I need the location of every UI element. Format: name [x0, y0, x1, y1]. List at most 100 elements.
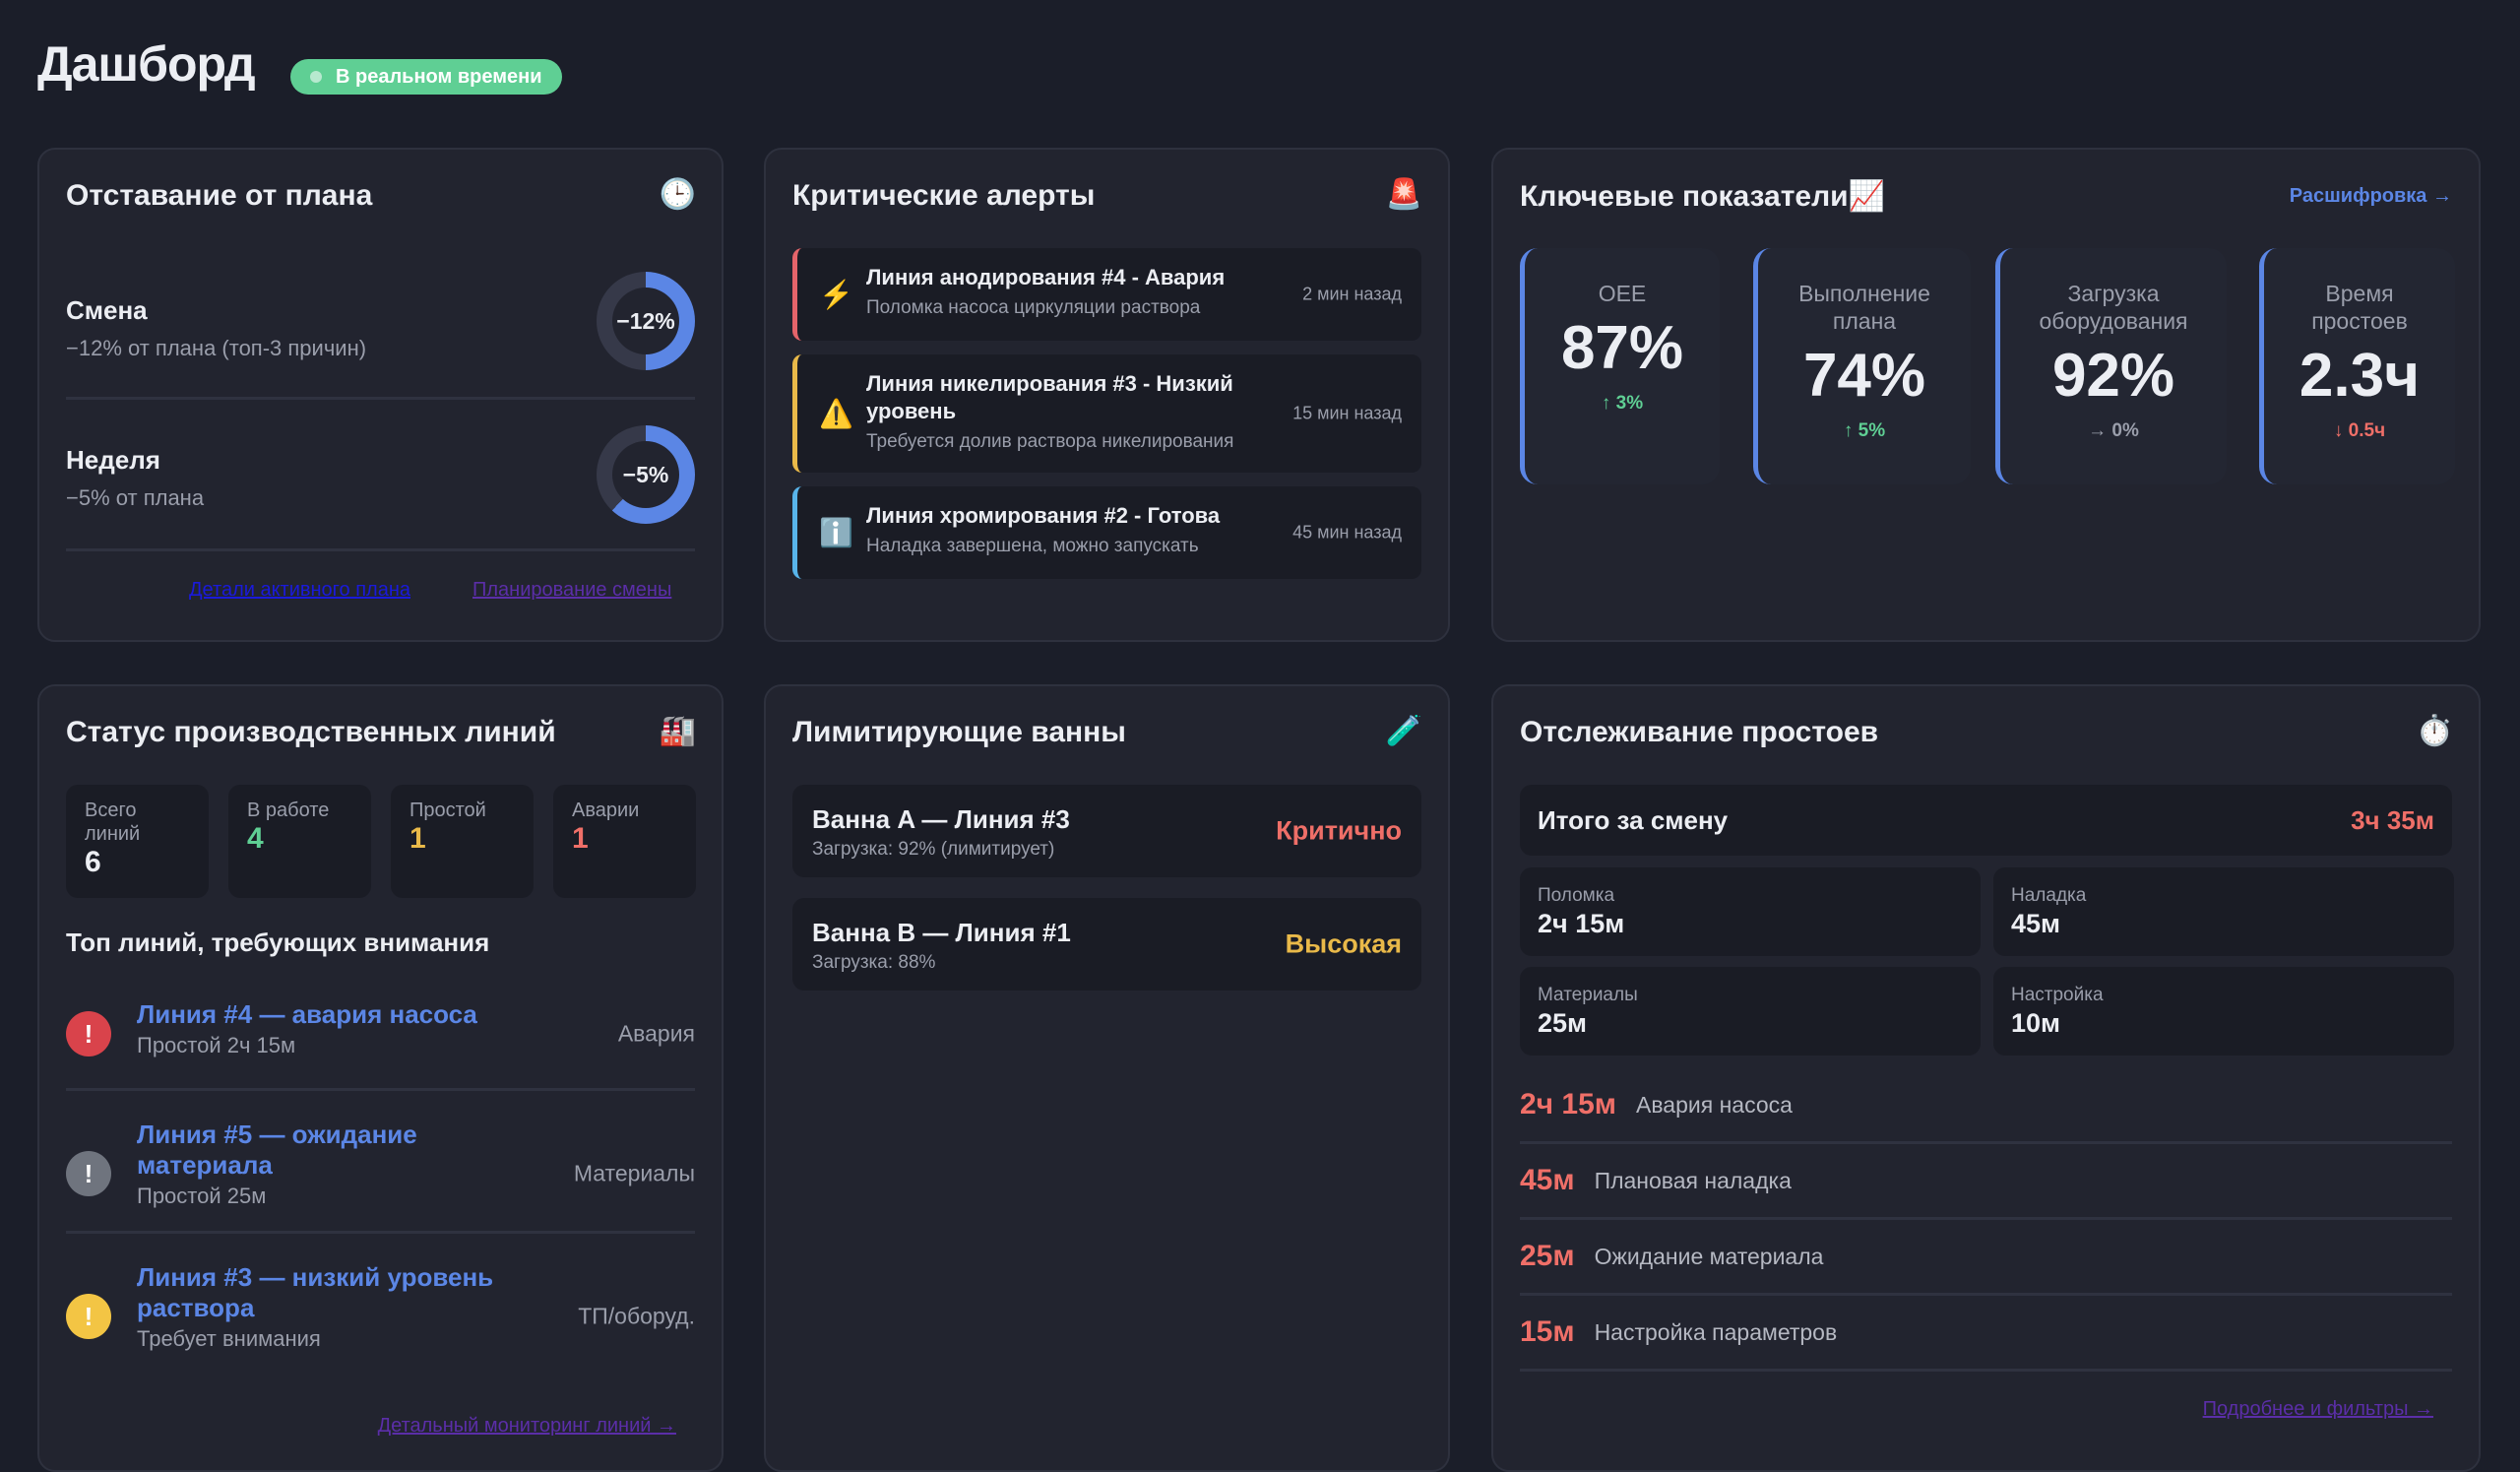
item-sub: Простой 2ч 15м: [137, 1033, 296, 1057]
entry-reason: Авария насоса: [1636, 1091, 1793, 1118]
bath-title: Ванна B — Линия #1: [812, 918, 1071, 947]
siren-icon: 🚨: [1385, 178, 1422, 211]
entry-duration: 2ч 15м: [1520, 1088, 1616, 1120]
attention-item[interactable]: ! Линия #5 — ожидание материала Простой 25…: [66, 1120, 695, 1228]
kpi-delta: ↓ 0.5ч: [2333, 420, 2386, 441]
alert-item[interactable]: ℹ️ Линия хромирования #2 - Готова Наладк…: [792, 486, 1421, 579]
kpi-tile-plan[interactable]: Выполнение плана 74% ↑ 5%: [1753, 248, 1971, 484]
attention-item[interactable]: ! Линия #3 — низкий уровень раствора Требу…: [66, 1262, 695, 1371]
downtime-entry[interactable]: 2ч 15м Авария насоса: [1520, 1068, 2452, 1144]
kpi-card: Ключевые показатели📈 Расшифровка → OEE 87…: [1491, 148, 2481, 642]
kpi-tile-oee[interactable]: OEE 87% ↑ 3%: [1520, 248, 1720, 484]
stat-idle: Простой 1: [391, 785, 534, 898]
total-label: Итого за смену: [1538, 804, 1729, 835]
row-sub: −5% от плана: [66, 485, 205, 510]
entry-duration: 25м: [1520, 1240, 1575, 1272]
box-label: Поломка: [1538, 885, 1615, 906]
alert-item[interactable]: ⚡ Линия анодирования #4 - Авария Поломка…: [792, 248, 1421, 341]
alert-item[interactable]: ⚠️ Линия никелирования #3 - Низкий урове…: [792, 354, 1421, 473]
card-title: Ключевые показатели📈: [1520, 180, 1885, 213]
test-tube-icon: 🧪: [1385, 715, 1422, 747]
downtime-box: Настройка 10м: [1993, 967, 2454, 1056]
kpi-tile-downtime[interactable]: Время простоев 2.3ч ↓ 0.5ч: [2259, 248, 2455, 484]
divider: [66, 548, 695, 551]
entry-duration: 15м: [1520, 1315, 1575, 1348]
alert-time: 15 мин назад: [1292, 403, 1402, 423]
bath-load: Загрузка: 88%: [812, 952, 936, 973]
bath-status: Высокая: [1285, 928, 1402, 959]
box-label: Материалы: [1538, 985, 1638, 1005]
card-title: Лимитирующие ванны: [792, 716, 1126, 748]
lightning-icon: ⚡: [819, 279, 853, 310]
stat-total: Всего линий 6: [66, 785, 209, 898]
kpi-delta: → 0%: [2088, 420, 2139, 441]
stat-label: Простой: [410, 800, 486, 821]
row-sub: −12% от плана (топ-3 причин): [66, 336, 367, 360]
details-filters-link[interactable]: Подробнее и фильтры →: [2202, 1398, 2433, 1420]
item-title[interactable]: Линия #3 — низкий уровень раствора: [137, 1262, 494, 1322]
kpi-delta: ↑ 3%: [1601, 393, 1644, 414]
box-value: 2ч 15м: [1538, 909, 1625, 938]
realtime-badge: В реальном времени: [290, 59, 562, 95]
card-title: Отставание от плана: [66, 179, 373, 212]
shift-planning-link[interactable]: Планирование смены: [472, 579, 672, 601]
box-label: Настройка: [2011, 985, 2104, 1005]
alert-sub: Требуется долив раствора никелирования: [866, 431, 1234, 452]
kpi-label: Выполнение плана: [1798, 281, 1930, 334]
detailed-monitoring-link[interactable]: Детальный мониторинг линий →: [377, 1415, 676, 1437]
divider: [66, 397, 695, 400]
entry-duration: 45м: [1520, 1164, 1575, 1196]
box-label: Наладка: [2011, 885, 2087, 906]
attention-item[interactable]: ! Линия #4 — авария насоса Простой 2ч 15м А…: [66, 990, 695, 1078]
alert-time: 2 мин назад: [1302, 284, 1402, 304]
badge-label: В реальном времени: [336, 66, 542, 88]
downtime-box: Материалы 25м: [1520, 967, 1981, 1056]
kpi-tile-equipment[interactable]: Загрузка оборудования 92% → 0%: [1995, 248, 2227, 484]
active-plan-details-link[interactable]: Детали активного плана: [189, 579, 411, 601]
bath-item[interactable]: Ванна A — Линия #3 Загрузка: 92% (лимитир…: [792, 785, 1421, 877]
stopwatch-icon: ⏱️: [2416, 715, 2453, 747]
live-dot-icon: [310, 71, 322, 83]
downtime-entry[interactable]: 25м Ожидание материала: [1520, 1220, 2452, 1296]
card-title: Отслеживание простоев: [1520, 716, 1879, 748]
downtime-box: Поломка 2ч 15м: [1520, 867, 1981, 956]
stat-alarms: Аварии 1: [553, 785, 696, 898]
downtime-entry[interactable]: 45м Плановая наладка: [1520, 1144, 2452, 1220]
item-title[interactable]: Линия #5 — ожидание материала: [137, 1120, 417, 1180]
kpi-label: Время простоев: [2311, 281, 2408, 334]
attention-subtitle: Топ линий, требующих внимания: [66, 928, 490, 957]
limiting-baths-card: Лимитирующие ванны 🧪 Ванна A — Линия #3 З…: [764, 684, 1450, 1472]
row-label: Смена: [66, 295, 148, 325]
item-category: ТП/оборуд.: [578, 1303, 695, 1329]
downtime-entry[interactable]: 15м Настройка параметров: [1520, 1296, 2452, 1372]
kpi-value: 74%: [1802, 342, 1926, 410]
stat-value: 1: [410, 822, 426, 855]
item-sub: Простой 25м: [137, 1184, 267, 1208]
clock-icon: 🕒: [659, 178, 696, 211]
donut-week: −5%: [597, 425, 695, 524]
divider: [66, 1231, 695, 1234]
item-category: Материалы: [573, 1160, 695, 1186]
entry-reason: Ожидание материала: [1594, 1243, 1824, 1269]
kpi-delta: ↑ 5%: [1843, 420, 1886, 441]
page-title: Дашборд: [37, 36, 256, 92]
bath-item[interactable]: Ванна B — Линия #1 Загрузка: 88% Высокая: [792, 898, 1421, 991]
alert-exclamation-icon: !: [66, 1294, 111, 1339]
item-title[interactable]: Линия #4 — авария насоса: [137, 999, 477, 1029]
kpi-value: 92%: [2051, 342, 2175, 410]
bath-title: Ванна A — Линия #3: [812, 804, 1070, 834]
critical-alerts-card: Критические алерты 🚨 ⚡ Линия анодировани…: [764, 148, 1450, 642]
item-category: Авария: [617, 1020, 695, 1047]
downtime-box: Наладка 45м: [1993, 867, 2454, 956]
alert-exclamation-icon: !: [66, 1011, 111, 1056]
breakdown-link[interactable]: Расшифровка →: [2289, 185, 2452, 207]
alert-exclamation-icon: !: [66, 1151, 111, 1196]
stat-running: В работе 4: [228, 785, 371, 898]
plan-row-shift: Смена −12% от плана (топ-3 причин) −12%: [66, 272, 695, 396]
row-label: Неделя: [66, 445, 160, 475]
alert-sub: Наладка завершена, можно запускать: [866, 536, 1199, 556]
entry-reason: Плановая наладка: [1594, 1167, 1792, 1193]
box-value: 25м: [1538, 1008, 1588, 1038]
alert-title: Линия анодирования #4 - Авария: [866, 265, 1226, 289]
box-value: 45м: [2011, 909, 2061, 938]
